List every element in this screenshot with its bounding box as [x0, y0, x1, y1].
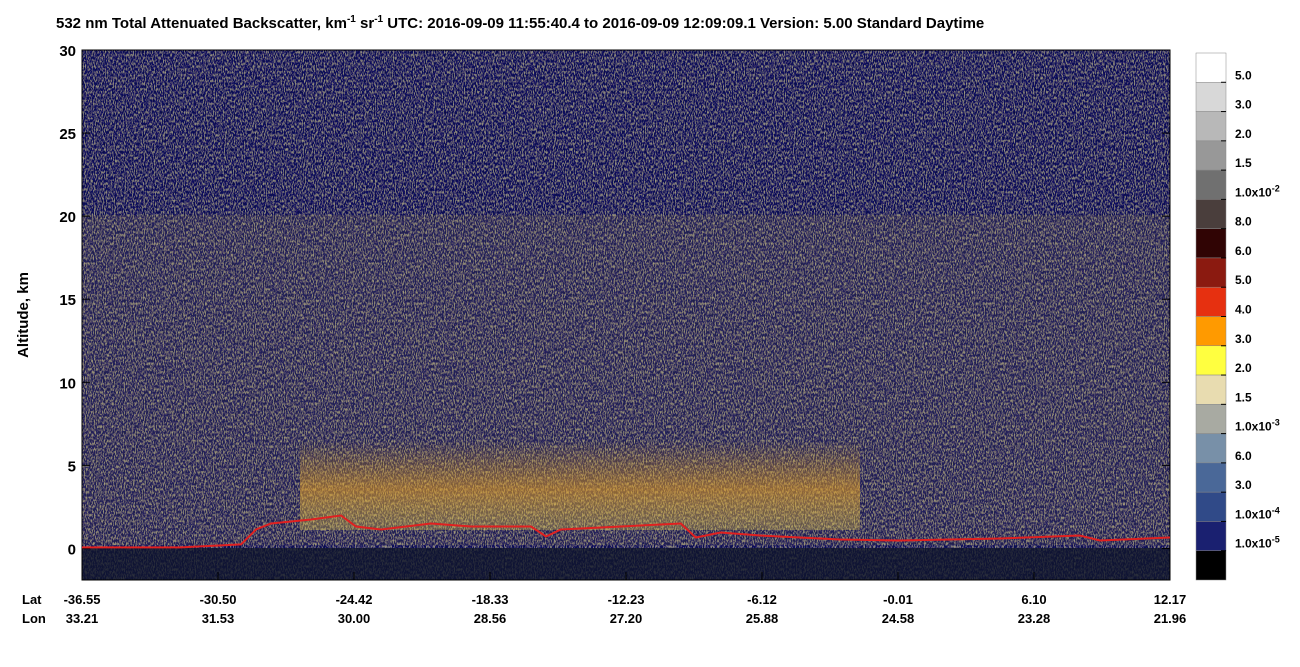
colorbar-swatch [1195, 345, 1227, 376]
title-part: 532 nm Total Attenuated Backscatter, km [56, 15, 347, 32]
colorbar-label: 2.0 [1235, 361, 1252, 375]
lon-tick-label: 33.21 [66, 611, 99, 626]
chart-title: 532 nm Total Attenuated Backscatter, km-… [56, 14, 984, 32]
lon-tick-label: 24.58 [882, 611, 915, 626]
colorbar-swatch [1195, 462, 1227, 493]
colorbar-label: 1.0x10-4 [1235, 505, 1280, 521]
colorbar-label: 6.0 [1235, 244, 1252, 258]
colorbar-swatch [1195, 521, 1227, 551]
y-tick-label: 30 [59, 43, 76, 60]
colorbar-label: 5.0 [1235, 273, 1252, 287]
colorbar-label: 6.0 [1235, 449, 1252, 463]
colorbar-label-sup: -2 [1272, 183, 1280, 193]
colorbar-label-base: 1.0x10 [1235, 537, 1272, 551]
title-part: UTC: 2016-09-09 11:55:40.4 to 2016-09-09… [383, 15, 984, 32]
colorbar-label-sup: -3 [1272, 418, 1280, 428]
colorbar-swatch [1195, 286, 1227, 317]
lat-label: Lat [22, 592, 42, 607]
y-tick-label: 10 [59, 375, 76, 392]
colorbar-label: 3.0 [1235, 478, 1252, 492]
colorbar-swatch [1195, 52, 1227, 83]
colorbar-label-sup: -5 [1272, 535, 1280, 545]
x-tick-label: -0.01 [883, 592, 913, 607]
colorbar-label-base: 1.0x10 [1235, 185, 1272, 199]
colorbar-label: 1.0x10-3 [1235, 418, 1280, 434]
lon-tick-label: 28.56 [474, 611, 507, 626]
y-tick-label: 0 [68, 541, 76, 558]
colorbar-label: 8.0 [1235, 215, 1252, 229]
surface-line [82, 514, 1171, 549]
x-tick-label: 6.10 [1021, 592, 1046, 607]
colorbar-swatch [1195, 257, 1227, 288]
colorbar-swatch [1195, 433, 1227, 464]
title-part: sr [356, 15, 375, 32]
colorbar-label: 5.0 [1235, 68, 1252, 82]
title-sup: -1 [347, 14, 356, 25]
lon-label: Lon [22, 611, 46, 626]
colorbar-label: 1.0x10-5 [1235, 535, 1280, 551]
colorbar-label: 1.5 [1235, 156, 1252, 170]
x-tick-label: 12.17 [1154, 592, 1187, 607]
y-tick-label: 25 [59, 126, 76, 143]
x-tick-label: -6.12 [747, 592, 777, 607]
lon-tick-label: 27.20 [610, 611, 643, 626]
colorbar-label: 1.0x10-2 [1235, 183, 1280, 199]
y-tick-label: 15 [59, 292, 76, 309]
x-tick-label: -36.55 [64, 592, 101, 607]
colorbar-swatch [1195, 140, 1227, 171]
colorbar-label-sup: -4 [1272, 505, 1280, 515]
colorbar-swatch [1195, 491, 1227, 522]
colorbar-label: 3.0 [1235, 332, 1252, 346]
colorbar-swatch [1195, 199, 1227, 229]
x-tick-label: -30.50 [200, 592, 237, 607]
colorbar-swatch [1195, 228, 1227, 259]
colorbar-swatch [1195, 550, 1227, 581]
lon-tick-label: 30.00 [338, 611, 371, 626]
y-tick-label: 5 [68, 458, 76, 475]
y-axis-title: Altitude, km [15, 272, 32, 358]
x-tick-label: -18.33 [472, 592, 509, 607]
colorbar-label: 3.0 [1235, 98, 1252, 112]
backscatter-image [82, 50, 1170, 580]
colorbar-swatch [1195, 169, 1227, 200]
x-tick-label: -24.42 [336, 592, 373, 607]
colorbar-label: 4.0 [1235, 303, 1252, 317]
x-tick-label: -12.23 [608, 592, 645, 607]
lon-tick-label: 21.96 [1154, 611, 1187, 626]
colorbar-label: 1.5 [1235, 390, 1252, 404]
colorbar-label-base: 1.0x10 [1235, 420, 1272, 434]
colorbar-swatch [1195, 82, 1227, 112]
title-sup: -1 [374, 14, 383, 25]
colorbar-swatch [1195, 316, 1227, 347]
colorbar-swatch [1195, 111, 1227, 142]
colorbar-swatch [1195, 374, 1227, 405]
colorbar-label-base: 1.0x10 [1235, 507, 1272, 521]
colorbar-swatch [1195, 404, 1227, 434]
colorbar-label: 2.0 [1235, 127, 1252, 141]
lon-tick-label: 31.53 [202, 611, 235, 626]
y-tick-label: 20 [59, 209, 76, 226]
lon-tick-label: 23.28 [1018, 611, 1051, 626]
lon-tick-label: 25.88 [746, 611, 779, 626]
